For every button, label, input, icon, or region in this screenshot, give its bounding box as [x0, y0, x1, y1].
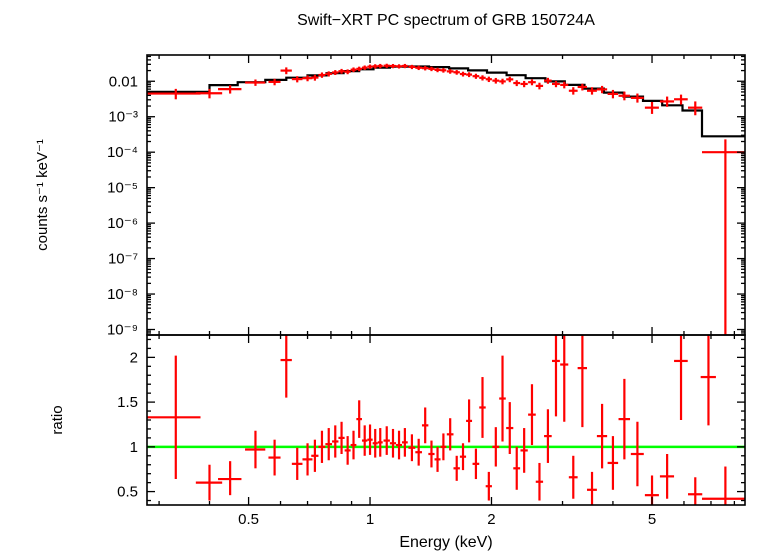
y-axis-label-counts: counts s⁻¹ keV⁻¹	[34, 139, 51, 251]
svg-text:2: 2	[130, 349, 138, 366]
tick-labels: 0.5 1 2 5 0.01 10⁻³ 10⁻⁴ 10⁻⁵ 10⁻⁶ 10⁻⁷ 10⁻⁸ 10⁻⁹ 0.…	[107, 73, 656, 528]
svg-text:10⁻⁶: 10⁻⁶	[107, 215, 138, 232]
axis-ticks	[147, 55, 745, 505]
svg-text:10⁻³: 10⁻³	[108, 109, 138, 126]
svg-text:10⁻⁸: 10⁻⁸	[107, 286, 138, 303]
svg-text:5: 5	[648, 511, 656, 528]
svg-text:10⁻⁵: 10⁻⁵	[107, 180, 138, 197]
spectrum-points	[147, 63, 745, 335]
model-line	[147, 65, 745, 138]
svg-text:0.5: 0.5	[117, 484, 138, 501]
ratio-points	[147, 335, 745, 505]
chart-title: Swift−XRT PC spectrum of GRB 150724A	[297, 12, 595, 29]
svg-text:0.5: 0.5	[238, 511, 259, 528]
bottom-panel-frame	[146, 334, 746, 506]
svg-text:1: 1	[130, 439, 138, 456]
top-panel-frame	[146, 54, 746, 336]
svg-text:10⁻⁹: 10⁻⁹	[107, 322, 138, 339]
svg-text:10⁻⁴: 10⁻⁴	[107, 144, 138, 161]
svg-text:10⁻⁷: 10⁻⁷	[108, 251, 138, 268]
svg-text:1.5: 1.5	[117, 394, 138, 411]
y-axis-label-ratio: ratio	[49, 405, 66, 434]
svg-text:2: 2	[487, 511, 495, 528]
svg-text:1: 1	[366, 511, 374, 528]
x-axis-label: Energy (keV)	[399, 534, 492, 551]
svg-text:0.01: 0.01	[109, 73, 138, 90]
